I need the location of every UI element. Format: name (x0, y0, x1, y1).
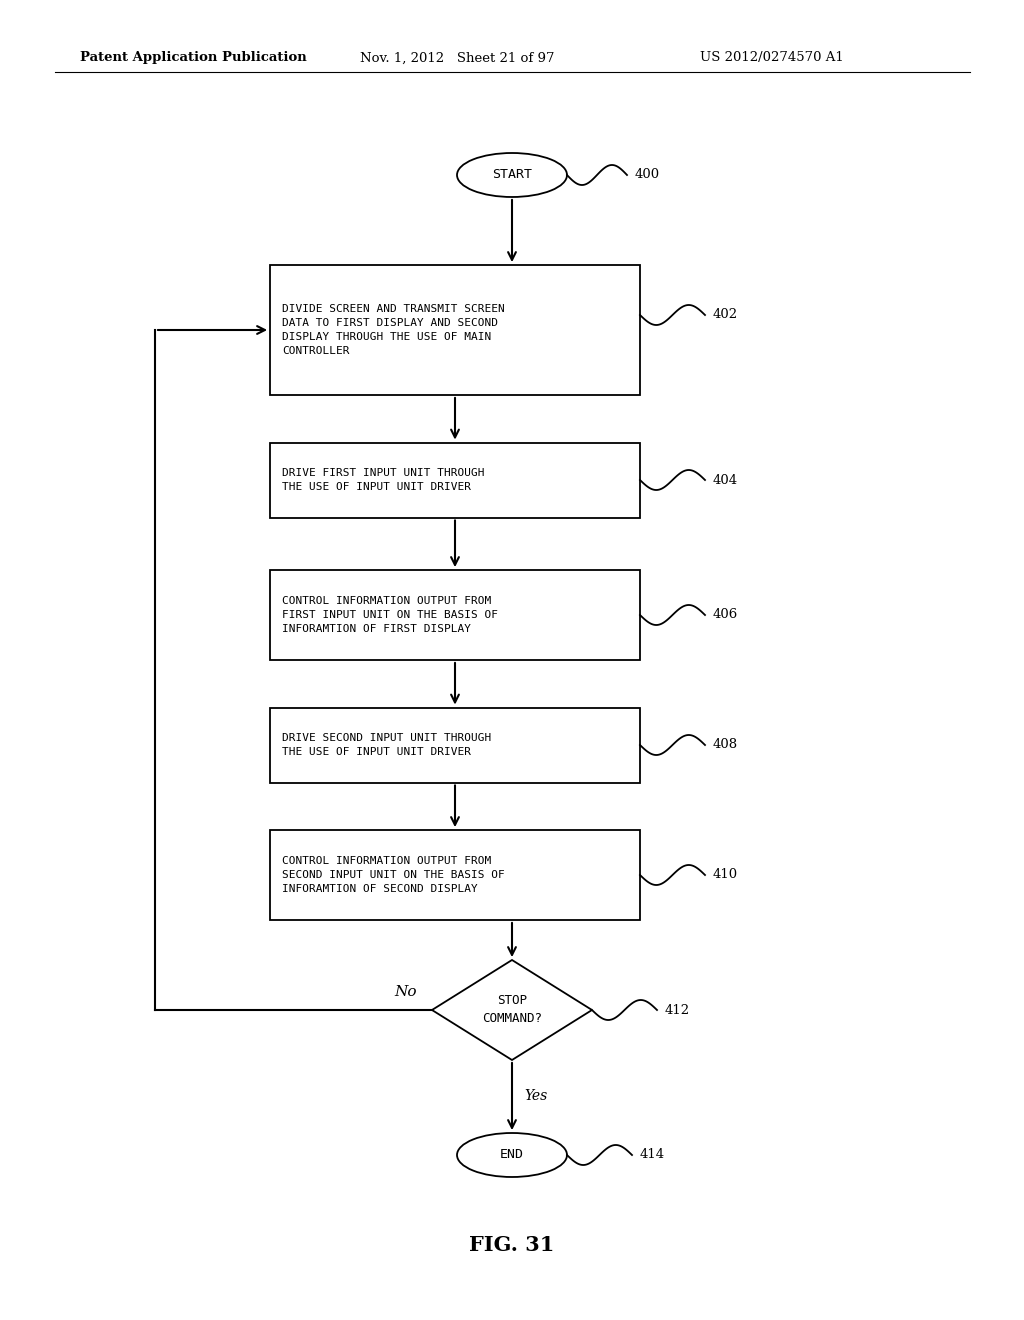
Text: FIG. 31: FIG. 31 (469, 1236, 555, 1255)
FancyBboxPatch shape (270, 570, 640, 660)
Text: 412: 412 (665, 1003, 690, 1016)
FancyBboxPatch shape (270, 442, 640, 517)
Text: END: END (500, 1148, 524, 1162)
Text: CONTROL INFORMATION OUTPUT FROM
FIRST INPUT UNIT ON THE BASIS OF
INFORAMTION OF : CONTROL INFORMATION OUTPUT FROM FIRST IN… (282, 597, 498, 634)
FancyBboxPatch shape (270, 830, 640, 920)
Text: 400: 400 (635, 169, 660, 181)
FancyBboxPatch shape (270, 265, 640, 395)
Text: DRIVE SECOND INPUT UNIT THROUGH
THE USE OF INPUT UNIT DRIVER: DRIVE SECOND INPUT UNIT THROUGH THE USE … (282, 733, 492, 756)
Text: Patent Application Publication: Patent Application Publication (80, 51, 307, 65)
Text: DRIVE FIRST INPUT UNIT THROUGH
THE USE OF INPUT UNIT DRIVER: DRIVE FIRST INPUT UNIT THROUGH THE USE O… (282, 469, 484, 492)
Text: Yes: Yes (524, 1089, 547, 1104)
Text: US 2012/0274570 A1: US 2012/0274570 A1 (700, 51, 844, 65)
Text: No: No (394, 985, 417, 999)
Text: 408: 408 (713, 738, 738, 751)
Text: START: START (492, 169, 532, 181)
Text: 406: 406 (713, 609, 738, 622)
Ellipse shape (457, 153, 567, 197)
Text: 404: 404 (713, 474, 738, 487)
Ellipse shape (457, 1133, 567, 1177)
Text: 402: 402 (713, 309, 738, 322)
Text: 414: 414 (640, 1148, 666, 1162)
Text: CONTROL INFORMATION OUTPUT FROM
SECOND INPUT UNIT ON THE BASIS OF
INFORAMTION OF: CONTROL INFORMATION OUTPUT FROM SECOND I… (282, 855, 505, 894)
Text: Nov. 1, 2012   Sheet 21 of 97: Nov. 1, 2012 Sheet 21 of 97 (360, 51, 555, 65)
Text: 410: 410 (713, 869, 738, 882)
Text: DIVIDE SCREEN AND TRANSMIT SCREEN
DATA TO FIRST DISPLAY AND SECOND
DISPLAY THROU: DIVIDE SCREEN AND TRANSMIT SCREEN DATA T… (282, 304, 505, 356)
Text: STOP
COMMAND?: STOP COMMAND? (482, 994, 542, 1026)
FancyBboxPatch shape (270, 708, 640, 783)
Polygon shape (432, 960, 592, 1060)
